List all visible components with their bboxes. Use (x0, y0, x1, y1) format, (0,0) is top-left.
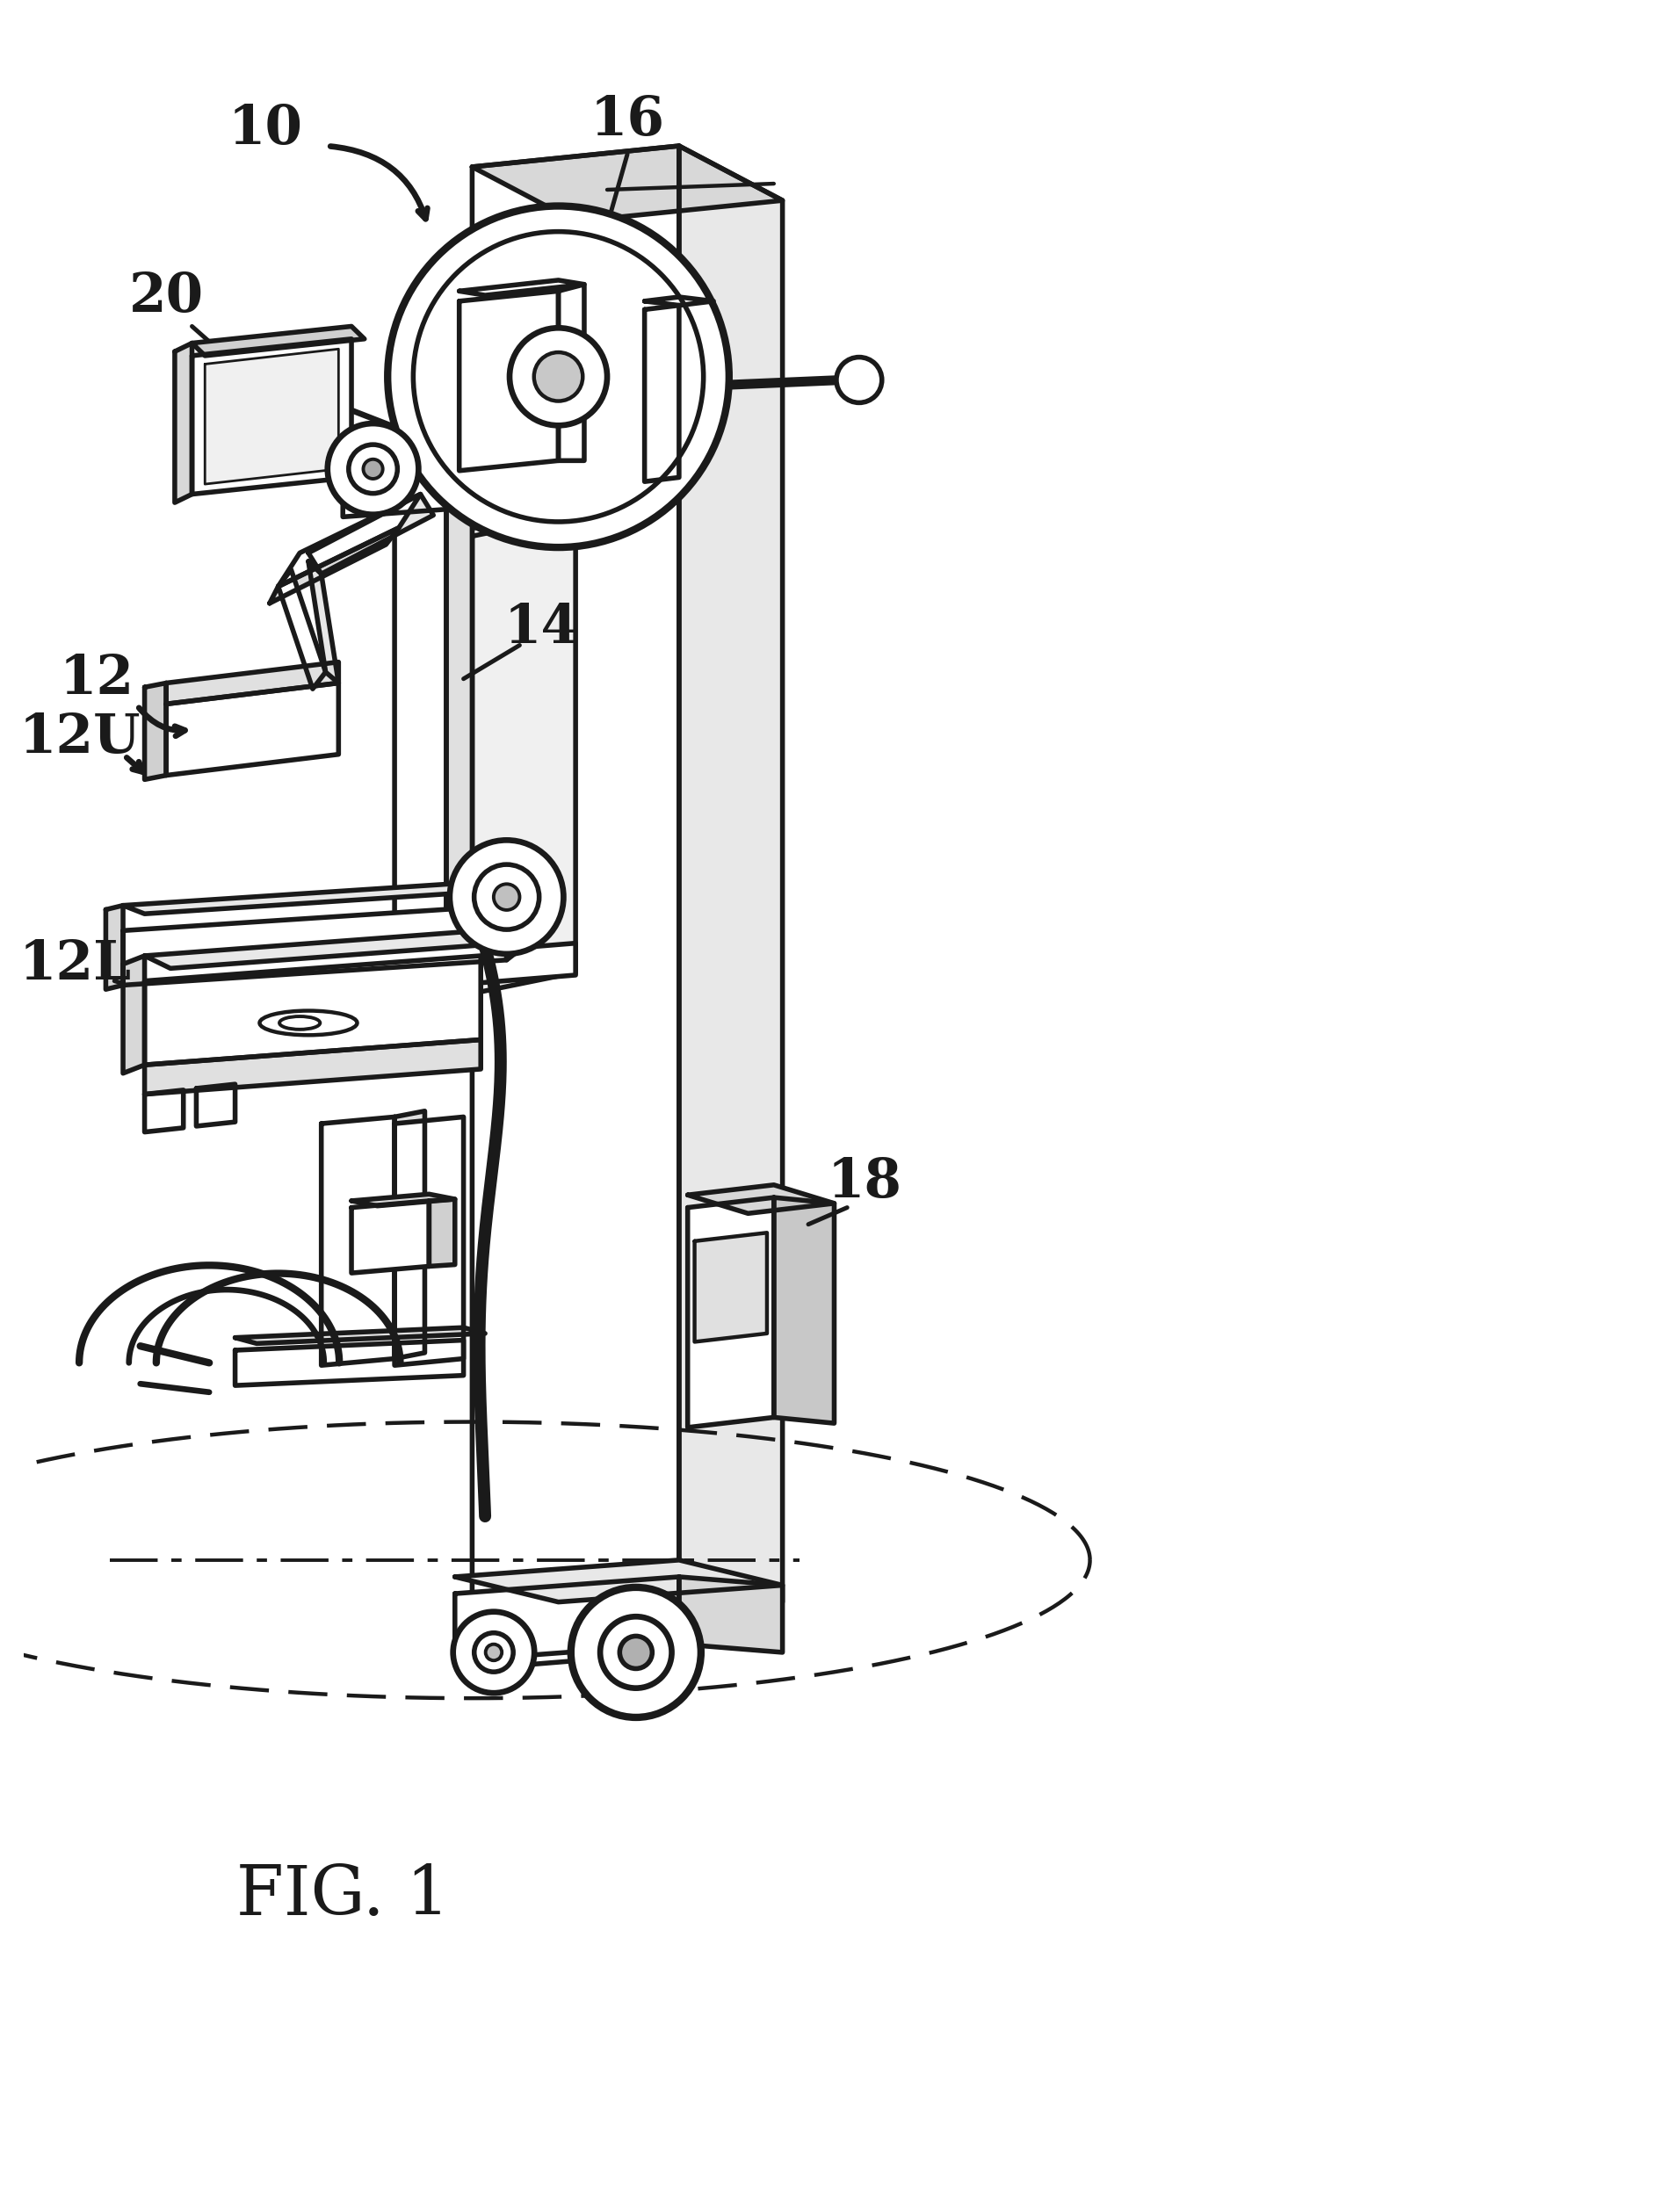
Text: 12L: 12L (20, 938, 133, 991)
Polygon shape (456, 1559, 782, 1601)
Polygon shape (472, 515, 575, 993)
Polygon shape (123, 905, 507, 984)
Polygon shape (123, 880, 529, 914)
Polygon shape (192, 338, 351, 493)
Text: 10: 10 (229, 102, 303, 155)
Text: 14: 14 (504, 602, 578, 655)
Polygon shape (694, 1232, 767, 1343)
Polygon shape (278, 571, 326, 688)
Polygon shape (235, 1327, 486, 1343)
Circle shape (494, 885, 520, 909)
Polygon shape (459, 292, 558, 471)
Ellipse shape (280, 1015, 320, 1029)
Polygon shape (205, 349, 338, 484)
Polygon shape (196, 1084, 235, 1126)
Polygon shape (446, 487, 472, 989)
Polygon shape (144, 931, 507, 969)
Polygon shape (370, 942, 575, 991)
Polygon shape (679, 146, 782, 1652)
Polygon shape (123, 956, 144, 1073)
Polygon shape (394, 498, 446, 995)
Polygon shape (679, 1577, 782, 1652)
Polygon shape (394, 1110, 424, 1358)
Polygon shape (394, 487, 472, 502)
Polygon shape (174, 343, 192, 502)
Polygon shape (370, 487, 575, 540)
Text: 12U: 12U (20, 712, 141, 763)
Polygon shape (343, 436, 507, 460)
Circle shape (413, 232, 704, 522)
Polygon shape (774, 1197, 833, 1422)
Polygon shape (166, 684, 338, 776)
Polygon shape (343, 451, 481, 518)
Polygon shape (192, 327, 365, 356)
Circle shape (534, 352, 583, 400)
Polygon shape (278, 493, 421, 586)
Circle shape (363, 460, 383, 478)
Polygon shape (144, 1091, 184, 1133)
Polygon shape (166, 661, 338, 703)
Polygon shape (144, 684, 166, 779)
Polygon shape (308, 562, 338, 684)
Polygon shape (308, 493, 434, 573)
Text: 18: 18 (827, 1157, 901, 1208)
Polygon shape (144, 1040, 481, 1095)
Polygon shape (558, 285, 585, 460)
Circle shape (474, 865, 539, 929)
Circle shape (452, 1613, 534, 1692)
Text: 16: 16 (590, 95, 664, 146)
Polygon shape (688, 1186, 833, 1214)
Polygon shape (351, 1201, 429, 1274)
Polygon shape (472, 146, 782, 221)
Polygon shape (106, 905, 123, 989)
Ellipse shape (260, 1011, 358, 1035)
Circle shape (328, 422, 419, 515)
Text: 20: 20 (129, 270, 204, 323)
Circle shape (620, 1637, 653, 1668)
Polygon shape (235, 1340, 464, 1385)
Text: FIG. 1: FIG. 1 (237, 1863, 449, 1929)
Polygon shape (688, 1197, 774, 1427)
Polygon shape (270, 529, 399, 604)
Polygon shape (645, 305, 679, 482)
Circle shape (837, 356, 882, 403)
Circle shape (449, 841, 563, 953)
Circle shape (474, 1632, 514, 1672)
Circle shape (486, 1644, 502, 1661)
Polygon shape (394, 1117, 464, 1365)
Circle shape (600, 1617, 671, 1688)
Circle shape (510, 327, 606, 425)
Polygon shape (645, 296, 714, 305)
Polygon shape (459, 281, 585, 294)
Polygon shape (351, 1194, 456, 1206)
Polygon shape (472, 146, 679, 1670)
Polygon shape (456, 1577, 679, 1661)
Polygon shape (429, 1199, 456, 1265)
Circle shape (348, 445, 398, 493)
Text: 12: 12 (60, 653, 134, 706)
Polygon shape (321, 1117, 394, 1365)
Circle shape (572, 1588, 701, 1717)
Polygon shape (144, 956, 481, 1064)
Circle shape (388, 206, 729, 546)
Polygon shape (507, 880, 529, 960)
